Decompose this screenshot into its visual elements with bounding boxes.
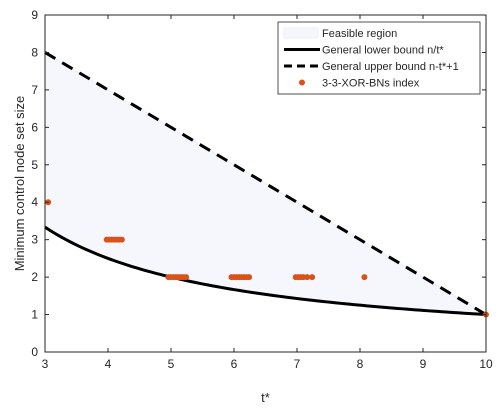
legend-label: General lower bound n/t*	[322, 45, 444, 57]
legend-label: 3-3-XOR-BNs index	[322, 78, 420, 90]
x-tick-label: 3	[42, 357, 49, 371]
y-tick-label: 5	[31, 158, 38, 172]
scatter-point	[118, 236, 125, 243]
y-axis-ticks: 0 1 2 3 4 5 6 7 8 9	[31, 8, 486, 359]
y-tick-label: 7	[31, 83, 38, 97]
scatter-point	[361, 274, 368, 281]
series-lines-layer	[44, 51, 487, 317]
x-axis-ticks: 3 4 5 6 7 8 9 10	[42, 15, 493, 371]
legend-label: General upper bound n-t*+1	[322, 61, 459, 73]
scatter-point	[309, 274, 316, 281]
legend-swatch-region	[283, 27, 319, 39]
upper-bound-line	[44, 51, 487, 316]
legend-swatch-marker	[299, 79, 305, 86]
y-tick-label: 4	[31, 195, 38, 209]
scatter-point	[304, 274, 311, 281]
scatter-points-layer	[45, 199, 489, 318]
x-tick-label: 5	[168, 357, 175, 371]
y-tick-label: 2	[31, 270, 38, 284]
y-tick-label: 8	[31, 45, 38, 59]
y-tick-label: 6	[31, 120, 38, 134]
y-tick-label: 1	[31, 308, 38, 322]
axes-box	[44, 14, 487, 353]
x-tick-label: 10	[479, 357, 493, 371]
x-axis-label: t*	[261, 390, 270, 405]
x-tick-label: 6	[231, 357, 238, 371]
y-axis-label: Minimum control node set size	[12, 96, 27, 272]
scatter-point	[246, 274, 253, 281]
x-tick-label: 8	[357, 357, 364, 371]
scatter-point	[183, 274, 190, 281]
legend-label: Feasible region	[322, 28, 397, 40]
y-tick-label: 3	[31, 233, 38, 247]
x-tick-label: 4	[105, 357, 112, 371]
lower-bound-line	[44, 225, 487, 317]
x-tick-label: 7	[294, 357, 301, 371]
x-tick-label: 9	[420, 357, 427, 371]
y-tick-label: 0	[31, 345, 38, 359]
legend: Feasible region General lower bound n/t* G…	[277, 21, 481, 95]
y-tick-label: 9	[31, 8, 38, 22]
